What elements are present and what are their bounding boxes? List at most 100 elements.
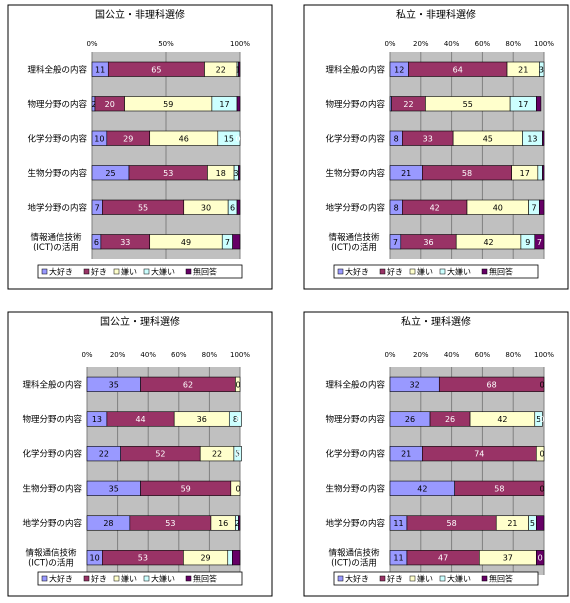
legend-label: 無回答 [489, 267, 513, 277]
bar-segment [539, 61, 545, 77]
bar-segment [232, 234, 241, 250]
data-label: 16 [218, 519, 228, 528]
legend-swatch [439, 575, 446, 582]
data-label: 32 [410, 380, 420, 389]
category-label: 物理分野の内容 [325, 99, 385, 110]
legend-label: 嫌い [121, 267, 137, 277]
category-label: 情報通信技術(ICT)の活用 [328, 548, 380, 569]
category-label-line: 情報通信技術 [328, 232, 380, 243]
data-label: 42 [497, 415, 507, 424]
bar-segment [534, 234, 545, 250]
bar-segment [230, 480, 241, 496]
x-tick-label: 100% [230, 351, 250, 359]
chart-title: 私立・理科選修 [401, 315, 471, 328]
bar-segment [238, 165, 241, 181]
data-label: 9 [525, 238, 530, 247]
data-label: 12 [394, 65, 404, 74]
bar-segment [236, 199, 241, 215]
data-label: 58 [462, 169, 472, 178]
x-tick-label: 80% [505, 40, 521, 48]
x-tick-label: 60% [171, 351, 187, 359]
data-label: 5 [536, 415, 541, 424]
data-label: 10 [94, 134, 104, 143]
legend-swatch [185, 268, 192, 275]
legend-box [37, 264, 243, 279]
x-tick-label: 40% [444, 351, 460, 359]
data-label: 65 [151, 65, 161, 74]
data-label: 1 [235, 65, 240, 74]
data-label: 0 [538, 554, 543, 563]
chart-title: 私立・非理科選修 [396, 8, 476, 21]
category-label: 情報通信技術(ICT)の活用 [328, 232, 380, 253]
category-label: 情報通信技術(ICT)の活用 [25, 548, 77, 569]
category-label: 理科全般の内容 [325, 64, 385, 75]
chart-panel-1: 国公立・非理科選修 0% 50% 100% 理科全般の内容 11 65 22 1 物理分野の内容 2… [7, 4, 273, 290]
x-tick-label: 100% [534, 351, 554, 359]
category-label: 理科全般の内容 [22, 379, 82, 390]
data-label: 26 [405, 415, 415, 424]
category-label-line: (ICT)の活用 [331, 558, 377, 569]
legend-swatch [143, 575, 150, 582]
bar-segment [238, 515, 241, 531]
legend-box [37, 571, 243, 586]
bar-segment [535, 550, 545, 566]
data-label: 0 [235, 484, 240, 493]
data-label: 0 [235, 134, 240, 143]
x-tick-label: 60% [475, 351, 491, 359]
legend-label: 好き [91, 574, 107, 584]
category-label-line: 情報通信技術 [25, 548, 77, 559]
data-label: 42 [483, 238, 493, 247]
category-label-line: (ICT)の活用 [33, 242, 79, 253]
legend-label: 大好き [345, 574, 369, 584]
category-label: 生物分野の内容 [325, 168, 385, 179]
data-label: 0 [235, 450, 240, 459]
data-label: 7 [393, 238, 398, 247]
data-label: 55 [463, 100, 473, 109]
data-label: 0 [539, 450, 544, 459]
legend-label: 大好き [345, 267, 369, 277]
data-label: 18 [216, 169, 226, 178]
bar-segment [537, 165, 543, 181]
bar-segment [233, 446, 242, 462]
bar-segment [228, 411, 242, 427]
data-label: 53 [163, 169, 173, 178]
data-label: 46 [179, 134, 189, 143]
category-label: 地学分野の内容 [325, 518, 385, 529]
data-label: 11 [393, 554, 403, 563]
legend-swatch [113, 575, 120, 582]
chart-panel-2: 私立・非理科選修 0% 20% 40% 60% 80% 100% 理科全般の内容 12 64 21 3… [303, 4, 569, 290]
data-label: 2 [91, 100, 96, 109]
legend-label: 嫌い [121, 574, 137, 584]
data-label: 21 [507, 519, 517, 528]
legend-label: 無回答 [193, 267, 217, 277]
bar-segment [235, 376, 241, 392]
bar-segment [535, 96, 542, 112]
legend-label: 大嫌い [447, 267, 471, 277]
data-label: 29 [200, 554, 210, 563]
data-label: 0 [235, 380, 240, 389]
category-label: 物理分野の内容 [27, 99, 87, 110]
legend-box [333, 571, 539, 586]
data-label: 28 [103, 519, 113, 528]
data-label: 13 [527, 134, 537, 143]
data-label: 7 [531, 203, 536, 212]
data-label: 17 [520, 169, 530, 178]
legend-label: 大好き [49, 267, 73, 277]
data-label: 68 [487, 380, 497, 389]
data-label: 55 [138, 203, 148, 212]
legend-box [333, 264, 539, 279]
bar-segment [454, 480, 545, 496]
data-label: 45 [483, 134, 493, 143]
legend-swatch [41, 268, 48, 275]
legend-swatch [409, 575, 416, 582]
data-label: 59 [163, 100, 173, 109]
x-tick-label: 40% [444, 40, 460, 48]
data-label: 15 [224, 134, 234, 143]
chart-panel-3: 国公立・理科選修 0% 20% 40% 60% 80% 100% 理科全般の内容 35 62 0 物理… [7, 311, 273, 597]
category-label: 地学分野の内容 [22, 518, 82, 529]
bar-segment [217, 130, 241, 146]
x-tick-label: 20% [110, 351, 126, 359]
data-label: 22 [212, 450, 222, 459]
